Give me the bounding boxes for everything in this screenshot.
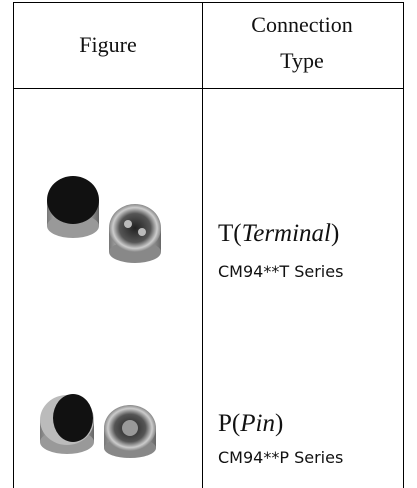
connection-label: T(Terminal) xyxy=(218,220,339,248)
label-prefix: P( xyxy=(218,410,241,437)
pin-mic-photo xyxy=(40,394,156,458)
label-suffix: ) xyxy=(274,410,284,437)
header-cell: Figure xyxy=(79,32,137,57)
label-suffix: ) xyxy=(331,220,340,247)
label-prefix: T( xyxy=(218,220,242,247)
header-rule xyxy=(13,88,404,89)
connection-label: P(Pin) xyxy=(218,410,283,438)
table-border-left xyxy=(13,2,14,488)
series-name: CM94**T Series xyxy=(218,262,344,281)
terminal-mic-photo xyxy=(47,176,161,263)
header-cell: Connection Type xyxy=(251,12,353,73)
label-italic: Terminal xyxy=(241,220,331,247)
column-divider xyxy=(202,2,203,488)
table-border-top xyxy=(13,2,404,3)
table-border-right xyxy=(403,2,404,488)
label-italic: Pin xyxy=(240,410,275,437)
series-name: CM94**P Series xyxy=(218,448,344,467)
